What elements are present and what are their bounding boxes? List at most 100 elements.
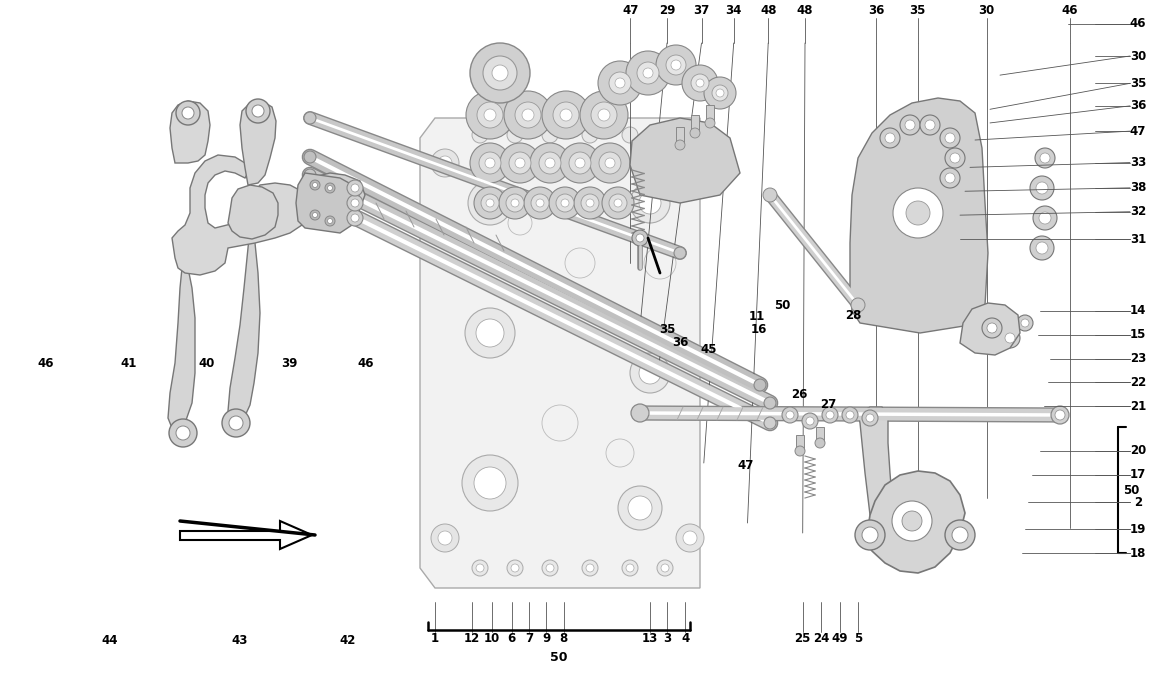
Circle shape <box>591 102 618 128</box>
Circle shape <box>500 143 540 183</box>
Circle shape <box>549 187 581 219</box>
Text: 47: 47 <box>737 459 753 473</box>
Text: 38: 38 <box>1129 181 1147 195</box>
Circle shape <box>472 560 488 576</box>
Circle shape <box>484 109 496 121</box>
Polygon shape <box>170 101 210 163</box>
Circle shape <box>905 120 915 130</box>
Circle shape <box>866 414 874 422</box>
Circle shape <box>481 194 499 212</box>
Polygon shape <box>860 471 965 573</box>
Circle shape <box>762 188 777 202</box>
Circle shape <box>581 194 599 212</box>
Circle shape <box>696 79 704 87</box>
Circle shape <box>945 148 965 168</box>
Text: 28: 28 <box>845 309 861 322</box>
Text: 17: 17 <box>1129 468 1147 482</box>
Circle shape <box>545 158 555 168</box>
Circle shape <box>615 78 624 88</box>
Circle shape <box>431 524 459 552</box>
Circle shape <box>507 127 523 143</box>
Text: 37: 37 <box>693 5 710 18</box>
Circle shape <box>470 143 509 183</box>
Circle shape <box>462 455 518 511</box>
Circle shape <box>690 128 700 138</box>
Polygon shape <box>960 303 1020 355</box>
Circle shape <box>657 127 673 143</box>
Circle shape <box>906 201 930 225</box>
Circle shape <box>542 127 558 143</box>
Circle shape <box>795 446 805 456</box>
Text: 3: 3 <box>662 632 672 645</box>
Bar <box>816 427 825 443</box>
Circle shape <box>626 51 670 95</box>
Bar <box>796 435 804 451</box>
Circle shape <box>304 151 316 163</box>
Polygon shape <box>172 155 308 275</box>
Bar <box>706 105 714 123</box>
Text: 8: 8 <box>559 632 568 645</box>
Circle shape <box>764 417 776 429</box>
Circle shape <box>822 407 838 423</box>
Circle shape <box>478 191 503 215</box>
Text: 29: 29 <box>659 5 675 18</box>
Circle shape <box>631 404 649 422</box>
Circle shape <box>252 105 264 117</box>
Circle shape <box>176 101 200 125</box>
Circle shape <box>474 467 506 499</box>
Text: 13: 13 <box>642 632 658 645</box>
Circle shape <box>580 91 628 139</box>
Text: 27: 27 <box>820 398 836 411</box>
Circle shape <box>987 323 997 333</box>
Circle shape <box>598 61 642 105</box>
Circle shape <box>892 501 932 541</box>
Text: 19: 19 <box>1129 522 1147 536</box>
Circle shape <box>851 298 865 312</box>
Circle shape <box>542 560 558 576</box>
Text: 47: 47 <box>1129 124 1147 138</box>
Circle shape <box>586 199 595 207</box>
Circle shape <box>531 194 549 212</box>
Circle shape <box>504 91 552 139</box>
Circle shape <box>754 379 766 391</box>
Circle shape <box>1033 206 1057 230</box>
Text: 39: 39 <box>282 357 298 370</box>
Circle shape <box>639 192 661 214</box>
Circle shape <box>925 120 935 130</box>
Circle shape <box>474 187 506 219</box>
Text: 44: 44 <box>101 634 117 647</box>
Polygon shape <box>181 521 312 549</box>
Circle shape <box>661 564 669 572</box>
Text: 5: 5 <box>853 632 862 645</box>
Bar <box>676 127 684 145</box>
Text: 50: 50 <box>774 299 790 313</box>
Circle shape <box>560 109 572 121</box>
Circle shape <box>555 194 574 212</box>
Circle shape <box>683 531 697 545</box>
Text: 32: 32 <box>1129 205 1147 219</box>
Circle shape <box>676 149 704 177</box>
Polygon shape <box>850 98 988 333</box>
Circle shape <box>676 524 704 552</box>
Circle shape <box>351 184 359 192</box>
Text: 26: 26 <box>791 388 807 402</box>
Text: 23: 23 <box>1129 352 1147 365</box>
Circle shape <box>511 199 519 207</box>
Circle shape <box>630 353 670 393</box>
Circle shape <box>628 496 652 520</box>
Polygon shape <box>240 101 276 185</box>
Circle shape <box>712 85 728 101</box>
Circle shape <box>351 214 359 222</box>
Circle shape <box>561 199 569 207</box>
Text: 48: 48 <box>797 5 813 18</box>
Circle shape <box>637 62 659 84</box>
Circle shape <box>536 199 544 207</box>
Circle shape <box>480 152 501 174</box>
Circle shape <box>466 91 514 139</box>
Text: 46: 46 <box>1061 5 1078 18</box>
Polygon shape <box>420 118 700 588</box>
Circle shape <box>582 127 598 143</box>
Circle shape <box>1021 319 1029 327</box>
Text: 4: 4 <box>681 632 690 645</box>
Circle shape <box>802 413 818 429</box>
